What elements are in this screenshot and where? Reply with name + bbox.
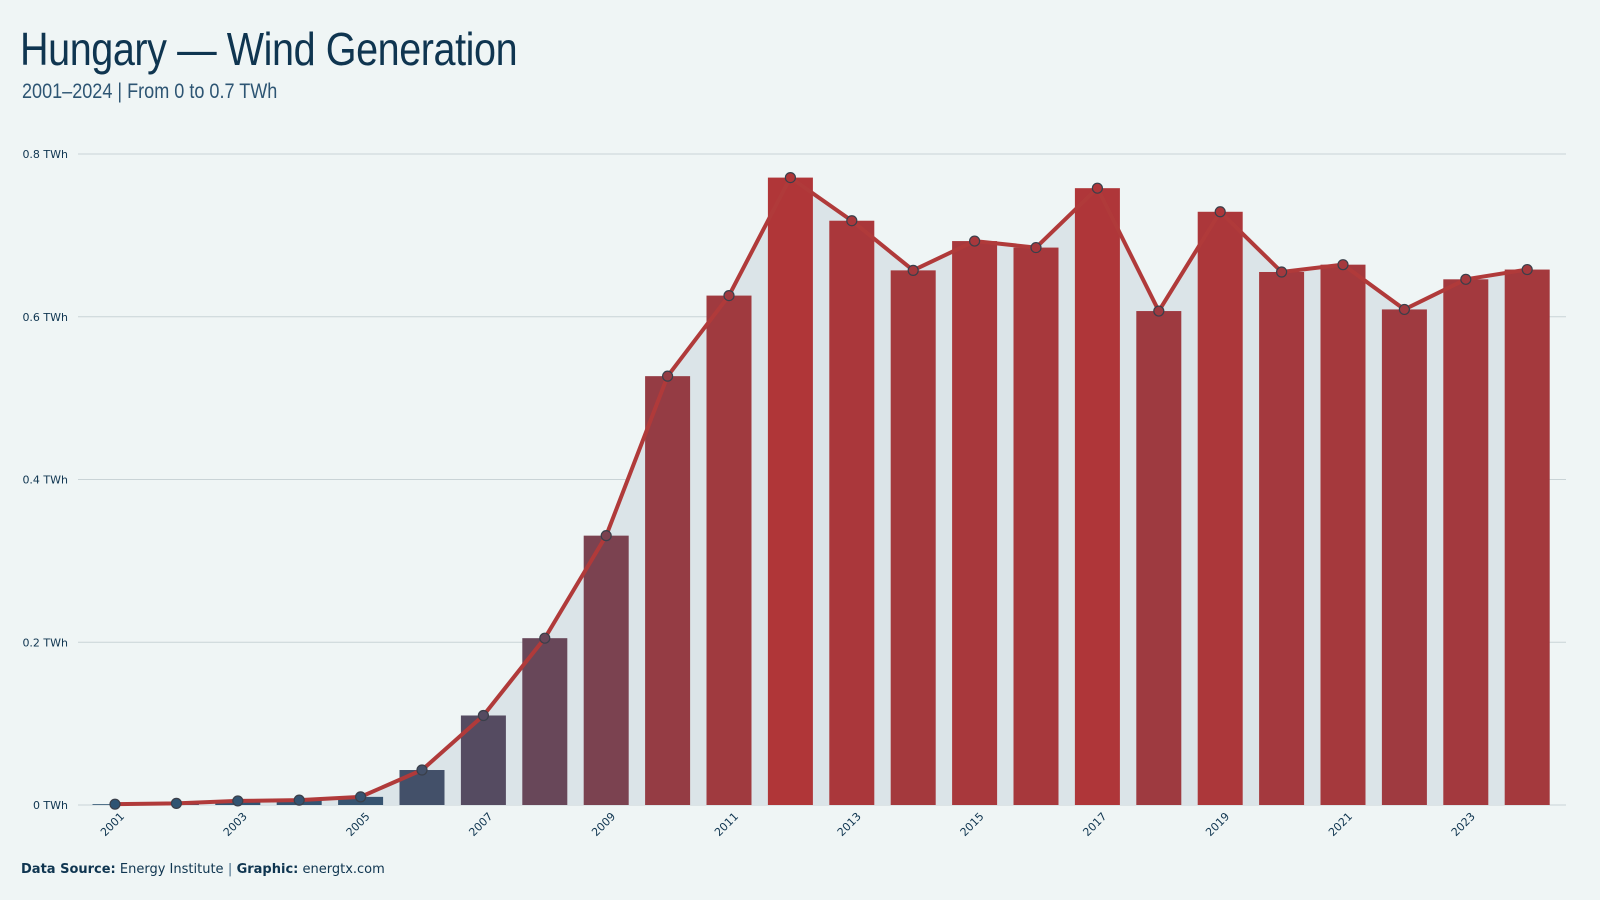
bar-2010 [645,376,691,805]
x-tick-label: 2023 [1449,810,1478,839]
point-2009 [600,530,612,542]
point-2003 [232,795,244,807]
point-2023 [1460,273,1472,285]
point-2001 [109,798,121,810]
footer-separator: | [227,862,233,877]
bar-2014 [890,270,936,806]
bar-2019 [1197,211,1243,805]
point-2002 [170,797,182,809]
y-tick-label: 0.8 TWh [22,148,68,161]
bar-2012 [767,177,813,805]
y-tick-label: 0.2 TWh [22,636,68,649]
point-2021 [1337,259,1349,271]
y-tick-label: 0.6 TWh [22,311,68,324]
x-tick-label: 2015 [958,810,987,839]
x-tick-label: 2017 [1080,810,1109,839]
x-tick-label: 2007 [466,810,495,839]
point-2013 [846,215,858,227]
point-2014 [907,264,919,276]
bar-2021 [1320,264,1366,805]
bar-2015 [952,241,998,806]
point-2007 [477,709,489,722]
y-tick-label: 0.4 TWh [22,474,68,487]
area-under-line [115,177,1528,805]
bar-2011 [706,295,752,805]
point-2006 [416,764,428,776]
point-2019 [1214,206,1226,218]
point-2008 [539,632,551,644]
x-tick-label: 2003 [221,810,250,839]
point-2010 [661,370,674,382]
point-2016 [1030,241,1042,254]
data-source-value: Energy Institute [119,862,224,877]
x-tick-label: 2013 [835,810,864,839]
trend-line [113,175,1530,807]
bar-2020 [1259,271,1305,805]
x-tick-label: 2001 [98,810,127,839]
bar-2013 [829,220,875,806]
x-tick-label: 2009 [589,810,618,839]
point-2022 [1398,303,1411,316]
point-2018 [1153,305,1165,317]
x-tick-label: 2005 [344,810,373,839]
chart-title: Hungary — Wind Generation [20,23,518,75]
bar-2018 [1136,311,1182,805]
chart-subtitle: 2001–2024 | From 0 to 0.7 TWh [22,80,278,103]
bar-2024 [1504,269,1550,805]
point-2005 [355,791,367,803]
bar-2022 [1381,309,1427,805]
x-tick-label: 2021 [1326,810,1355,839]
bar-2008 [522,638,568,805]
point-2024 [1521,263,1533,276]
point-2011 [723,289,735,302]
point-2020 [1275,266,1288,278]
point-2015 [968,235,981,247]
bar-2017 [1074,188,1120,806]
graphic-label: Graphic: [236,862,299,877]
graphic-value: energtx.com [302,862,385,877]
point-2012 [784,171,797,184]
point-2017 [1091,182,1104,194]
x-tick-label: 2019 [1203,810,1232,839]
point-2004 [293,794,305,806]
bar-2016 [1013,247,1059,806]
data-source-label: Data Source: [21,862,116,877]
bar-2023 [1443,279,1489,805]
bar-2009 [583,535,629,805]
y-tick-label: 0 TWh [33,799,68,812]
x-tick-label: 2011 [712,810,741,839]
footer-credits: Data Source: Energy Institute | Graphic:… [21,862,385,877]
